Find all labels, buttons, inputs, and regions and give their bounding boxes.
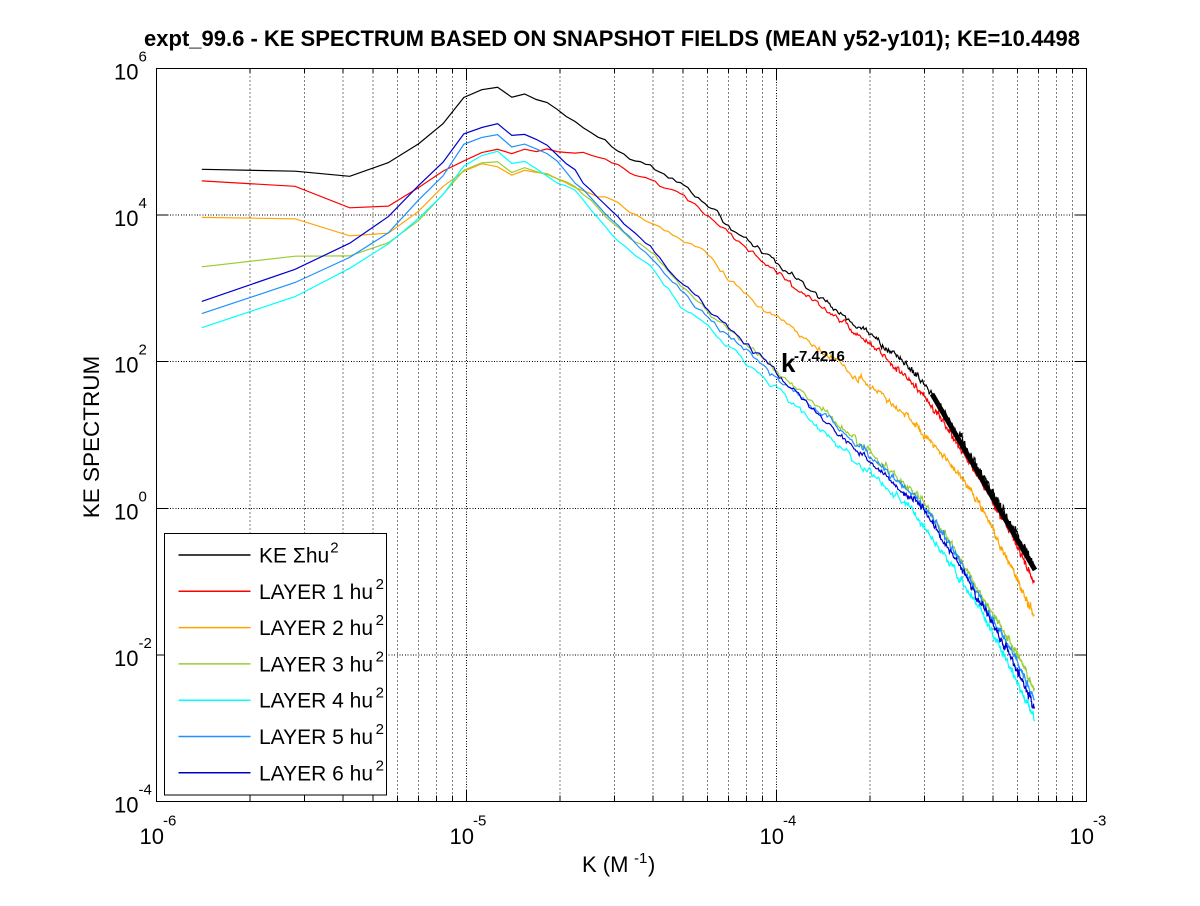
svg-text:-1: -1 [634, 850, 647, 867]
svg-text:10: 10 [1070, 824, 1094, 849]
svg-text:10: 10 [140, 824, 164, 849]
svg-text:LAYER 6 hu: LAYER 6 hu [259, 762, 373, 785]
svg-text:2: 2 [376, 576, 384, 593]
svg-text:0: 0 [139, 488, 147, 505]
svg-text:-7.4216: -7.4216 [794, 348, 845, 365]
svg-text:-2: -2 [139, 635, 152, 652]
svg-text:2: 2 [376, 612, 384, 629]
svg-text:LAYER 5 hu: LAYER 5 hu [259, 726, 373, 749]
svg-text:10: 10 [760, 824, 784, 849]
svg-text:-3: -3 [1093, 813, 1106, 830]
svg-text:2: 2 [376, 685, 384, 702]
svg-text:LAYER 2 hu: LAYER 2 hu [259, 617, 373, 640]
svg-text:10: 10 [114, 60, 138, 85]
svg-text:-4: -4 [783, 813, 796, 830]
svg-text:): ) [648, 852, 655, 877]
svg-text:K (M: K (M [582, 852, 628, 877]
svg-text:2: 2 [330, 540, 338, 557]
svg-text:-5: -5 [473, 813, 486, 830]
svg-text:2: 2 [376, 648, 384, 665]
svg-text:KE Σhu: KE Σhu [259, 545, 329, 568]
svg-text:-4: -4 [139, 782, 152, 799]
svg-text:10: 10 [114, 793, 138, 818]
svg-text:k: k [781, 348, 796, 378]
svg-text:2: 2 [139, 342, 147, 359]
svg-text:2: 2 [376, 721, 384, 738]
svg-text:-6: -6 [163, 813, 176, 830]
svg-text:LAYER 4 hu: LAYER 4 hu [259, 690, 373, 713]
svg-text:2: 2 [376, 757, 384, 774]
svg-text:expt_99.6 - KE SPECTRUM BASED: expt_99.6 - KE SPECTRUM BASED ON SNAPSHO… [144, 26, 1080, 51]
svg-text:4: 4 [139, 195, 147, 212]
svg-text:KE SPECTRUM: KE SPECTRUM [79, 356, 104, 519]
svg-text:10: 10 [114, 353, 138, 378]
svg-text:10: 10 [114, 646, 138, 671]
svg-text:10: 10 [114, 206, 138, 231]
svg-text:LAYER 1 hu: LAYER 1 hu [259, 581, 373, 604]
svg-text:10: 10 [114, 499, 138, 524]
svg-text:LAYER 3 hu: LAYER 3 hu [259, 653, 373, 676]
svg-text:10: 10 [450, 824, 474, 849]
svg-text:6: 6 [139, 49, 147, 66]
